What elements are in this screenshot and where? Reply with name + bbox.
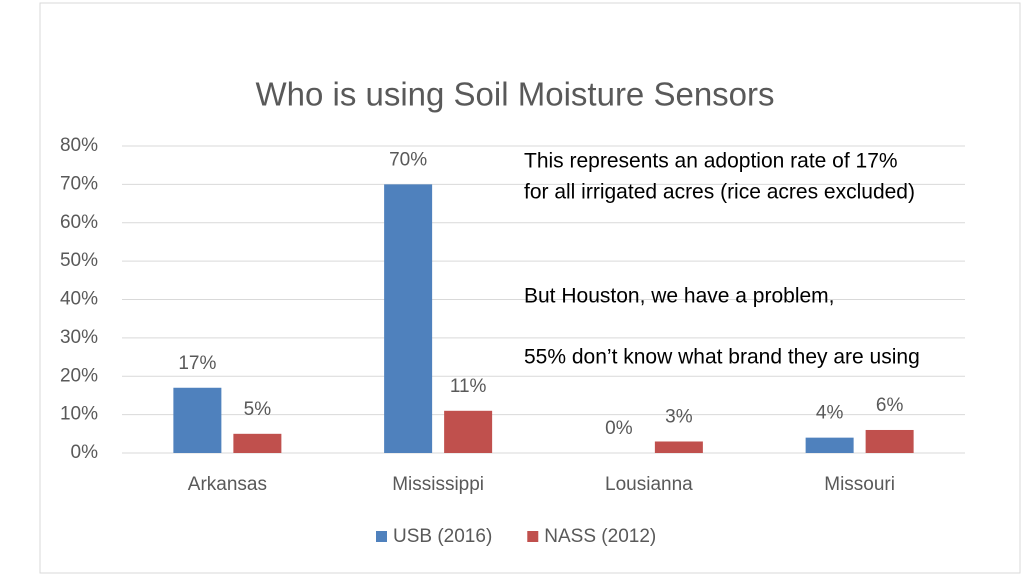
annotation: But Houston, we have a problem, xyxy=(524,285,835,308)
annotation: for all irrigated acres (rice acres excl… xyxy=(524,181,915,204)
value-label: 11% xyxy=(450,376,487,397)
y-tick-label: 70% xyxy=(60,173,98,194)
y-tick-label: 0% xyxy=(71,442,99,463)
bar xyxy=(384,184,433,453)
y-tick-label: 20% xyxy=(60,365,98,386)
bar xyxy=(444,410,493,453)
bar xyxy=(865,429,914,453)
value-label: 17% xyxy=(178,353,216,374)
value-label: 70% xyxy=(389,149,427,170)
y-tick-label: 80% xyxy=(60,135,98,156)
value-label: 6% xyxy=(876,395,904,416)
legend-label: USB (2016) xyxy=(393,526,492,547)
x-tick-label: Lousianna xyxy=(605,474,693,495)
annotation: 55% don’t know what brand they are using xyxy=(524,346,920,369)
y-tick-label: 50% xyxy=(60,250,98,271)
value-label: 0% xyxy=(605,418,633,439)
y-tick-label: 60% xyxy=(60,212,98,233)
bar xyxy=(233,433,282,453)
bar xyxy=(805,437,854,453)
annotation: This represents an adoption rate of 17% xyxy=(524,150,898,173)
bar xyxy=(654,441,703,453)
y-tick-label: 10% xyxy=(60,404,98,425)
x-tick-label: Missouri xyxy=(824,474,895,495)
legend-swatch xyxy=(376,531,387,542)
value-label: 5% xyxy=(244,399,272,420)
y-tick-label: 30% xyxy=(60,327,98,348)
value-label: 4% xyxy=(816,403,844,424)
x-tick-label: Arkansas xyxy=(188,474,267,495)
x-tick-label: Mississippi xyxy=(392,474,484,495)
value-label: 3% xyxy=(665,407,693,428)
legend-label: NASS (2012) xyxy=(544,526,656,547)
y-tick-label: 40% xyxy=(60,289,98,310)
chart-border xyxy=(39,2,1021,574)
chart-title: Who is using Soil Moisture Sensors xyxy=(255,76,774,113)
bar xyxy=(173,387,222,453)
legend-swatch xyxy=(527,531,539,542)
